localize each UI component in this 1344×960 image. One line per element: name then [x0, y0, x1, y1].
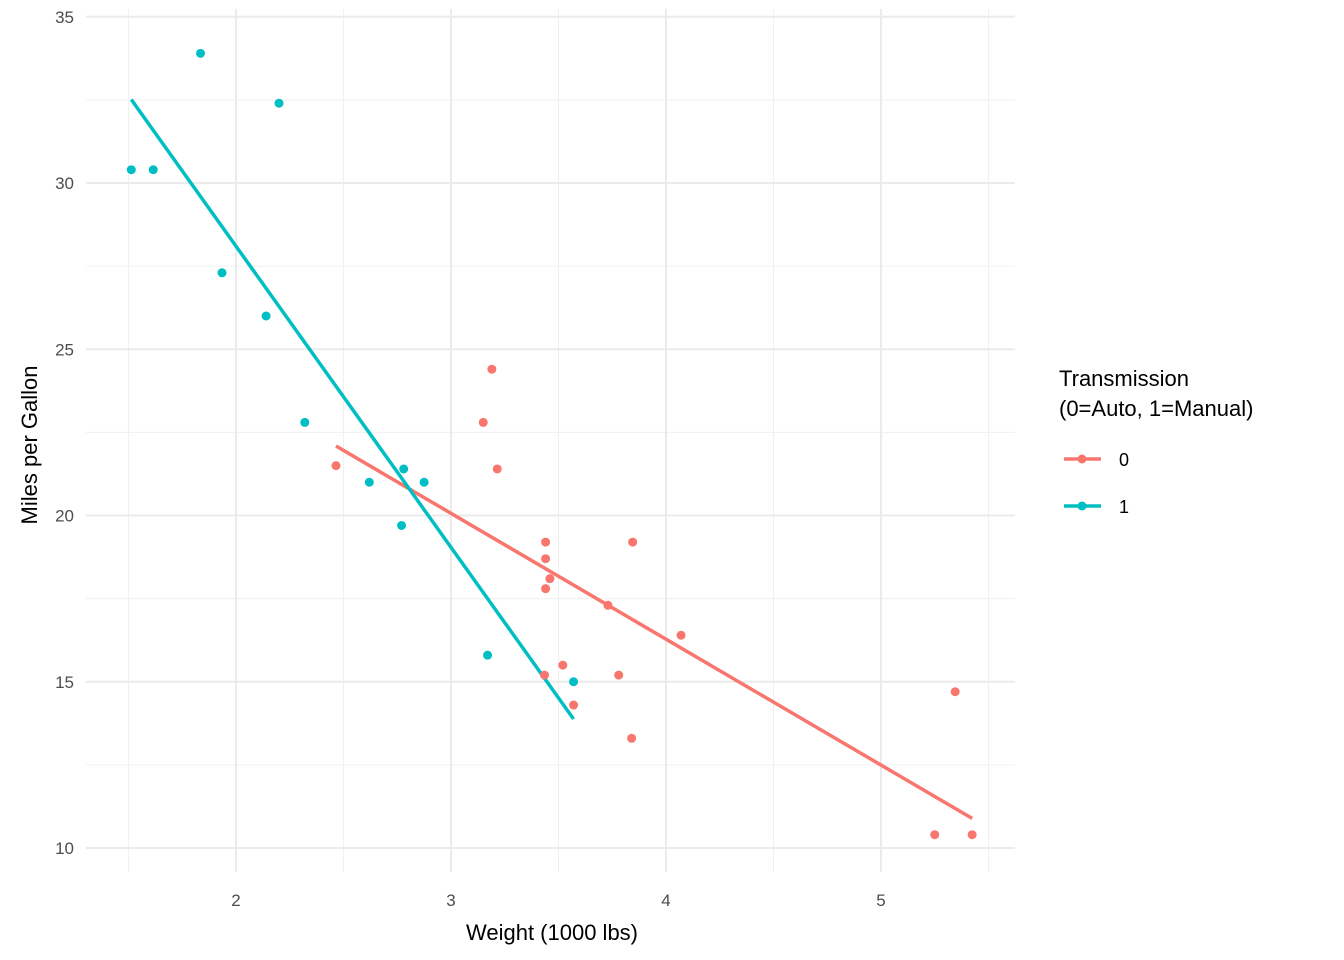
legend-title-line-2: (0=Auto, 1=Manual) — [1059, 396, 1253, 421]
fit-line-series-1 — [129, 98, 575, 721]
point-series-1 — [217, 268, 227, 278]
y-tick-label: 10 — [55, 839, 74, 858]
data-points — [126, 48, 977, 840]
point-series-0 — [541, 584, 551, 594]
point-series-1 — [196, 48, 206, 58]
point-series-1 — [126, 165, 136, 175]
point-series-0 — [569, 700, 579, 710]
point-series-0 — [541, 537, 551, 547]
point-series-0 — [627, 733, 637, 743]
legend-label: 0 — [1119, 450, 1129, 470]
major-gridlines — [86, 9, 1015, 872]
fit-lines — [129, 98, 974, 820]
point-series-1 — [300, 417, 310, 427]
point-series-0 — [558, 660, 568, 670]
point-series-0 — [487, 364, 497, 374]
point-series-0 — [541, 554, 551, 564]
point-series-0 — [478, 417, 488, 427]
point-series-0 — [492, 464, 502, 474]
x-tick-label: 2 — [231, 891, 240, 910]
point-series-0 — [967, 830, 977, 840]
point-series-1 — [274, 98, 284, 108]
point-series-0 — [950, 687, 960, 697]
point-series-1 — [399, 464, 409, 474]
legend-label: 1 — [1119, 497, 1129, 517]
point-series-1 — [397, 520, 407, 530]
y-tick-label: 30 — [55, 174, 74, 193]
x-tick-label: 5 — [876, 891, 885, 910]
legend-key-point — [1077, 501, 1087, 511]
point-series-0 — [603, 600, 613, 610]
point-series-1 — [419, 477, 429, 487]
y-tick-label: 15 — [55, 673, 74, 692]
legend: Transmission (0=Auto, 1=Manual) 0 1 — [1059, 366, 1253, 517]
x-tick-label: 3 — [446, 891, 455, 910]
point-series-1 — [261, 311, 271, 321]
point-series-1 — [483, 650, 493, 660]
y-axis-title: Miles per Gallon — [17, 366, 42, 525]
legend-key-point — [1077, 454, 1087, 464]
point-series-1 — [569, 677, 579, 687]
point-series-0 — [628, 537, 638, 547]
point-series-0 — [331, 461, 341, 471]
minor-gridlines — [86, 9, 1015, 872]
point-series-0 — [540, 670, 550, 680]
y-tick-label: 35 — [55, 8, 74, 27]
x-axis-ticks: 2 3 4 5 — [231, 891, 885, 910]
point-series-0 — [930, 830, 940, 840]
point-series-0 — [545, 574, 555, 584]
x-axis-title: Weight (1000 lbs) — [466, 920, 638, 945]
y-tick-label: 25 — [55, 340, 74, 359]
y-tick-label: 20 — [55, 507, 74, 526]
x-tick-label: 4 — [661, 891, 670, 910]
point-series-0 — [676, 630, 686, 640]
point-series-1 — [148, 165, 158, 175]
legend-title-line-1: Transmission — [1059, 366, 1189, 391]
fit-line-series-0 — [335, 444, 974, 820]
point-series-1 — [364, 477, 374, 487]
y-axis-ticks: 10 15 20 25 30 35 — [55, 8, 74, 858]
point-series-0 — [614, 670, 624, 680]
